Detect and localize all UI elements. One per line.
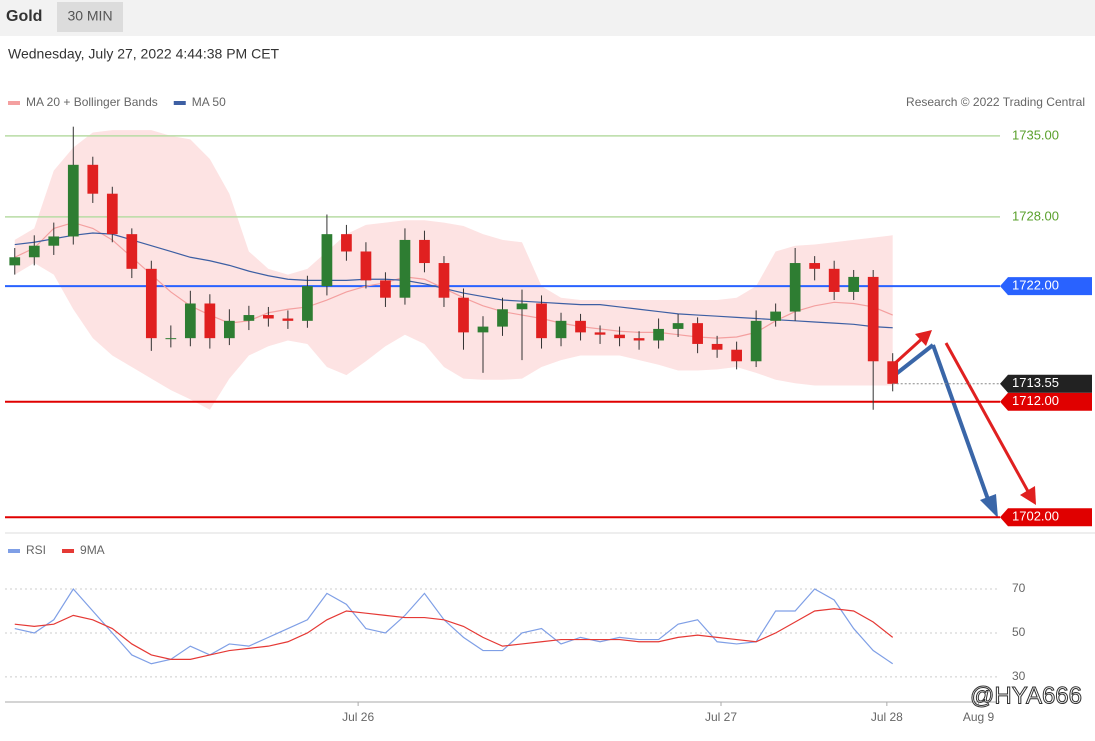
candle-body	[145, 268, 157, 339]
candle-body	[263, 315, 274, 319]
level-label: 1728.00	[1012, 208, 1059, 223]
arrow-head	[915, 330, 932, 346]
legend-swatch	[8, 549, 20, 553]
candle-body	[67, 164, 79, 237]
arrow-blue	[931, 344, 992, 506]
candle-body	[750, 320, 762, 362]
candle-body	[399, 239, 411, 298]
level-tag	[1000, 508, 1092, 527]
candle-body	[477, 326, 489, 333]
x-tick-label: Jul 26	[342, 710, 374, 724]
rsi-line	[14, 588, 894, 665]
header-bar	[0, 0, 1095, 36]
level-label: 1712.00	[1012, 393, 1059, 408]
candle-body	[848, 276, 860, 292]
level-label: 1702.00	[1012, 509, 1059, 524]
candle-body	[126, 234, 138, 269]
arrow-head	[1020, 486, 1036, 505]
legend-swatch	[8, 101, 20, 105]
candle-body	[828, 268, 840, 292]
candle-body	[536, 303, 547, 339]
ma-line	[14, 232, 893, 329]
forecast-arrows	[885, 330, 1036, 518]
candle-body	[594, 332, 606, 335]
x-tick-label: Aug 9	[963, 710, 995, 724]
candle-body	[809, 263, 821, 269]
legend-swatch	[62, 549, 75, 553]
legend-label: MA 50	[192, 95, 226, 109]
arrow-red	[891, 334, 927, 367]
candle-body	[419, 239, 430, 264]
candle-body	[497, 309, 508, 327]
candle-body	[731, 349, 742, 362]
candle-body	[184, 303, 196, 339]
candle-body	[28, 245, 40, 258]
x-tick-label: Jul 28	[871, 710, 903, 724]
last-price-label: 1713.55	[1012, 375, 1059, 390]
candle-body	[9, 257, 21, 266]
candle-body	[887, 361, 899, 384]
candle-body	[575, 320, 586, 333]
candle-body	[867, 276, 879, 362]
candle-body	[106, 193, 118, 235]
level-label: 1735.00	[1012, 127, 1059, 142]
candle-body	[360, 251, 372, 281]
level-label: 1722.00	[1012, 278, 1059, 293]
candle-body	[380, 280, 391, 298]
candle-body	[789, 263, 801, 312]
candle-body	[243, 315, 255, 321]
arrow-red	[944, 342, 1032, 496]
candle-body	[672, 323, 684, 329]
legend-label: MA 20 + Bollinger Bands	[26, 95, 158, 109]
x-tick-label: Jul 27	[705, 710, 737, 724]
y-tick-label: 70	[1012, 581, 1026, 595]
candle-body	[516, 303, 528, 310]
credit: Research © 2022 Trading Central	[906, 95, 1085, 109]
candle-body	[770, 311, 782, 321]
legend-swatch	[173, 101, 186, 105]
date: Wednesday, July 27, 2022 4:44:38 PM CET	[8, 46, 280, 62]
candle-body	[614, 334, 625, 339]
bollinger-band	[14, 130, 893, 410]
candle-body	[204, 303, 216, 339]
rsi-line	[14, 608, 894, 660]
level-tag	[1000, 277, 1092, 296]
y-tick-label: 30	[1012, 669, 1026, 683]
candle-body	[302, 286, 313, 321]
arrow-head	[980, 494, 998, 518]
candle-body	[48, 236, 60, 246]
candle-body	[321, 234, 333, 287]
legend-label: 9MA	[80, 543, 105, 557]
candle-body	[692, 323, 703, 344]
candle-body	[223, 320, 235, 339]
candle-body	[711, 343, 723, 350]
candle-body	[438, 263, 450, 298]
candle-body	[458, 297, 469, 333]
candle-body	[341, 234, 352, 252]
candle-body	[633, 338, 645, 341]
watermark: @HYA666	[970, 682, 1082, 709]
ma-line	[14, 221, 893, 339]
interval[interactable]: 30 MIN	[67, 8, 112, 24]
legend-label: RSI	[26, 543, 46, 557]
candle-body	[653, 328, 664, 341]
candle-body	[282, 318, 294, 321]
candle-body	[165, 338, 177, 340]
candle-body	[87, 164, 99, 194]
symbol: Gold	[6, 8, 42, 25]
candle-body	[555, 320, 567, 339]
last-price-tag	[1000, 374, 1092, 393]
y-tick-label: 50	[1012, 625, 1026, 639]
interval-button[interactable]	[57, 2, 123, 32]
level-tag	[1000, 392, 1092, 411]
